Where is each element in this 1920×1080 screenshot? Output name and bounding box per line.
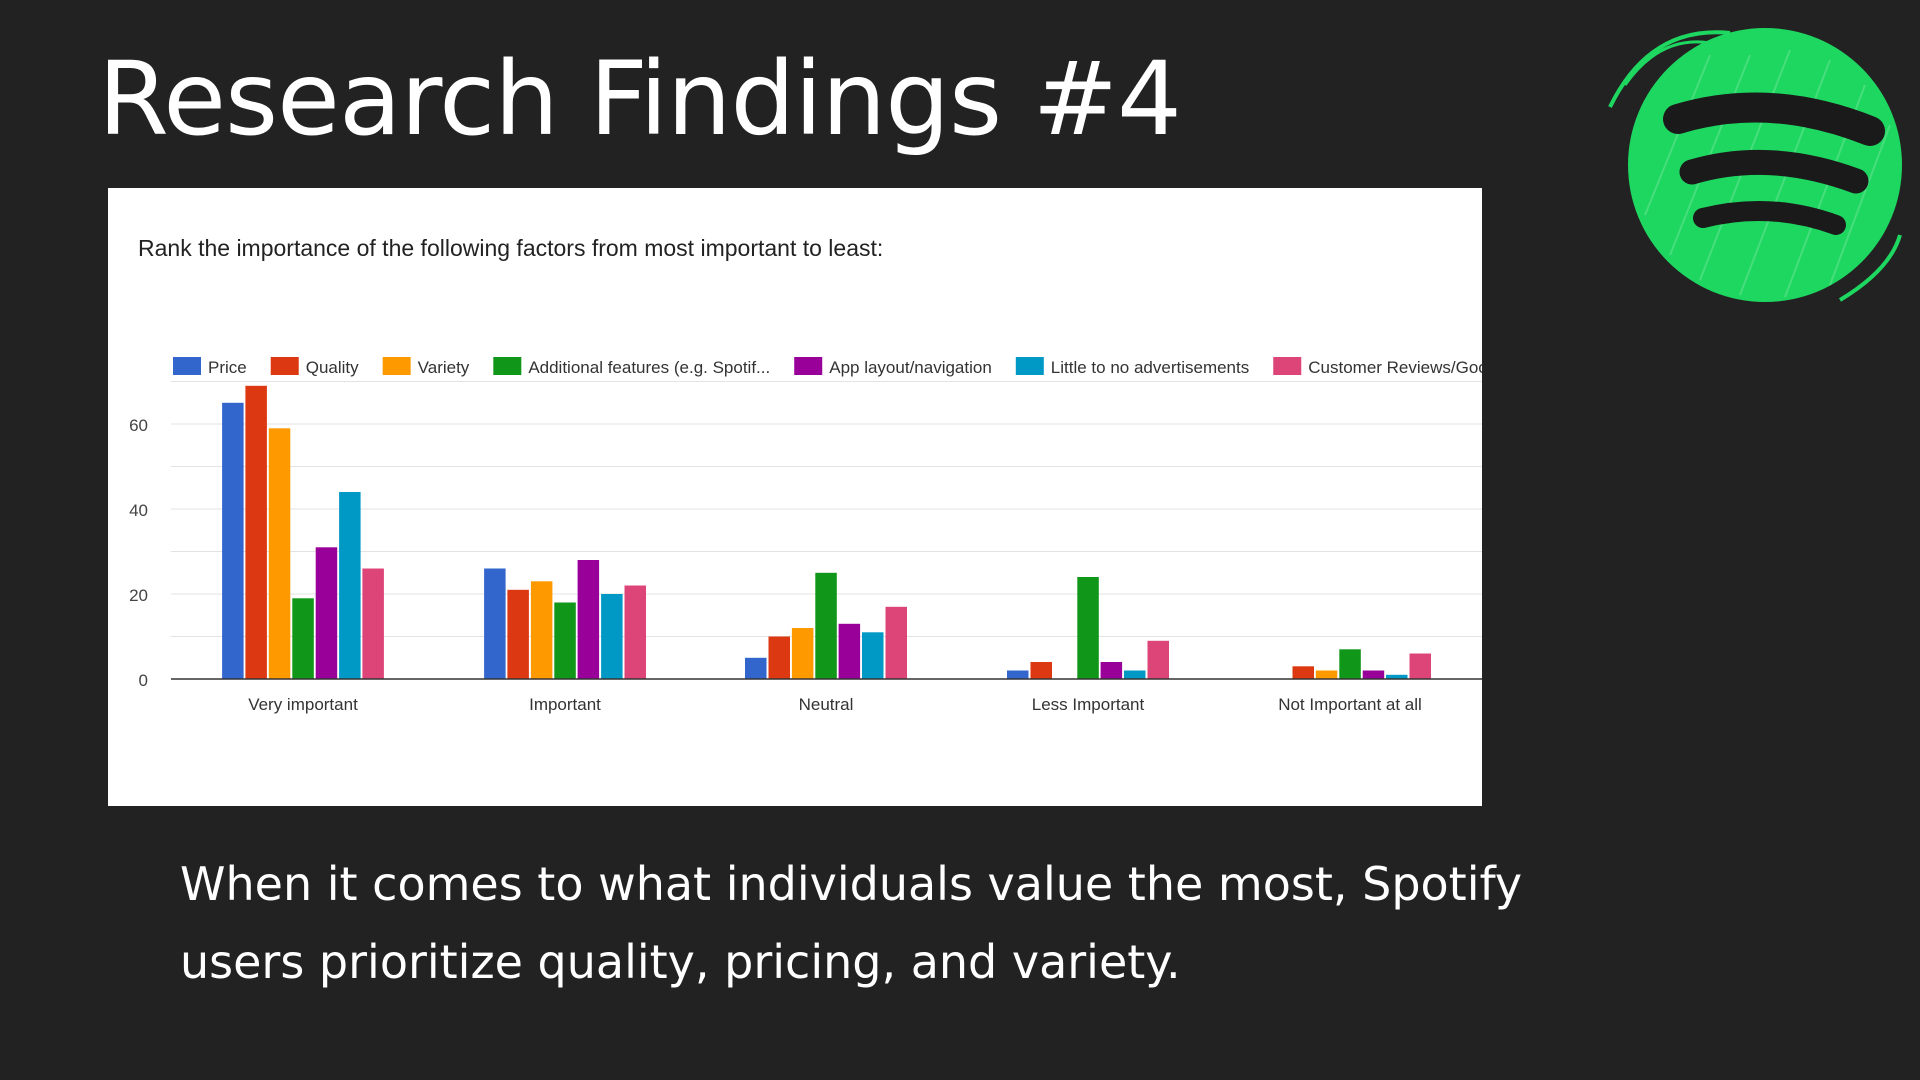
slide-title: Research Findings #4: [98, 40, 1182, 159]
legend-label: Additional features (e.g. Spotif...: [528, 358, 770, 377]
chart-title: Rank the importance of the following fac…: [138, 235, 883, 261]
bar: [1362, 670, 1385, 679]
x-tick-label: Very important: [248, 695, 358, 714]
y-tick-label: 40: [129, 501, 148, 520]
bar: [1100, 662, 1123, 679]
bar: [768, 636, 790, 679]
bar: [1077, 577, 1099, 679]
bar: [1007, 670, 1029, 679]
bar: [292, 598, 314, 680]
bar: [745, 657, 767, 680]
bar: [339, 492, 361, 679]
bar: [862, 632, 884, 680]
bar-chart: Rank the importance of the following fac…: [129, 235, 1482, 714]
x-tick-label: Less Important: [1032, 695, 1145, 714]
x-tick-label: Important: [529, 695, 601, 714]
spotify-logo-icon: [1608, 28, 1902, 302]
bar: [245, 385, 267, 680]
legend-label: Customer Reviews/Good expe...: [1308, 358, 1482, 377]
legend-swatch: [1273, 357, 1302, 375]
bar: [530, 581, 553, 680]
legend-label: App layout/navigation: [829, 358, 992, 377]
legend-label: Quality: [306, 358, 359, 377]
legend-label: Little to no advertisements: [1051, 358, 1249, 377]
legend-label: Variety: [418, 358, 470, 377]
x-tick-label: Neutral: [799, 695, 854, 714]
bar: [222, 402, 244, 680]
bar: [815, 572, 837, 680]
y-tick-label: 60: [129, 416, 148, 435]
bar: [1147, 640, 1169, 680]
y-tick-label: 20: [129, 586, 148, 605]
bar: [1339, 649, 1361, 680]
bar: [601, 594, 623, 679]
slide-caption: When it comes to what individuals value …: [180, 857, 1523, 989]
bar: [1030, 662, 1052, 679]
bar: [1292, 666, 1314, 680]
legend-swatch: [493, 357, 522, 375]
bar: [838, 623, 861, 680]
bar: [1386, 674, 1408, 680]
bar: [362, 568, 384, 679]
legend-swatch: [270, 357, 299, 375]
legend-label: Price: [208, 358, 247, 377]
bar: [484, 568, 506, 679]
bar: [624, 585, 646, 679]
bar: [1315, 670, 1338, 679]
bar: [791, 628, 814, 679]
legend-swatch: [794, 357, 823, 375]
legend-swatch: [173, 357, 201, 375]
bar: [885, 606, 907, 680]
y-tick-label: 0: [139, 671, 148, 690]
bar: [1124, 670, 1146, 679]
bar: [268, 428, 291, 680]
legend-swatch: [382, 357, 411, 375]
chart-card: Rank the importance of the following fac…: [108, 188, 1482, 806]
bar: [507, 589, 529, 680]
bar: [577, 560, 600, 679]
bar: [554, 602, 576, 679]
x-tick-label: Not Important at all: [1278, 695, 1422, 714]
legend-swatch: [1015, 357, 1044, 375]
bar: [1409, 653, 1431, 679]
bar: [315, 547, 338, 680]
